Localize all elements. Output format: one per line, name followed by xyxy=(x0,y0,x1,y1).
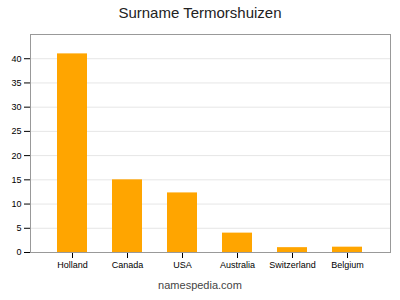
svg-text:Australia: Australia xyxy=(220,260,255,270)
svg-text:20: 20 xyxy=(11,150,21,160)
svg-text:Belgium: Belgium xyxy=(331,260,364,270)
svg-text:Canada: Canada xyxy=(112,260,144,270)
svg-text:Holland: Holland xyxy=(57,260,88,270)
html-text:namespedia.com: namespedia.com xyxy=(158,279,242,291)
svg-text:5: 5 xyxy=(16,223,21,233)
svg-text:25: 25 xyxy=(11,126,21,136)
svg-text:USA: USA xyxy=(173,260,192,270)
svg-text:35: 35 xyxy=(11,78,21,88)
svg-text:15: 15 xyxy=(11,175,21,185)
svg-text:Switzerland: Switzerland xyxy=(269,260,316,270)
svg-text:30: 30 xyxy=(11,102,21,112)
svg-text:10: 10 xyxy=(11,199,21,209)
svg-text:40: 40 xyxy=(11,54,21,64)
html-text:Surname Termorshuizen: Surname Termorshuizen xyxy=(118,4,282,21)
svg-text:0: 0 xyxy=(16,247,21,257)
